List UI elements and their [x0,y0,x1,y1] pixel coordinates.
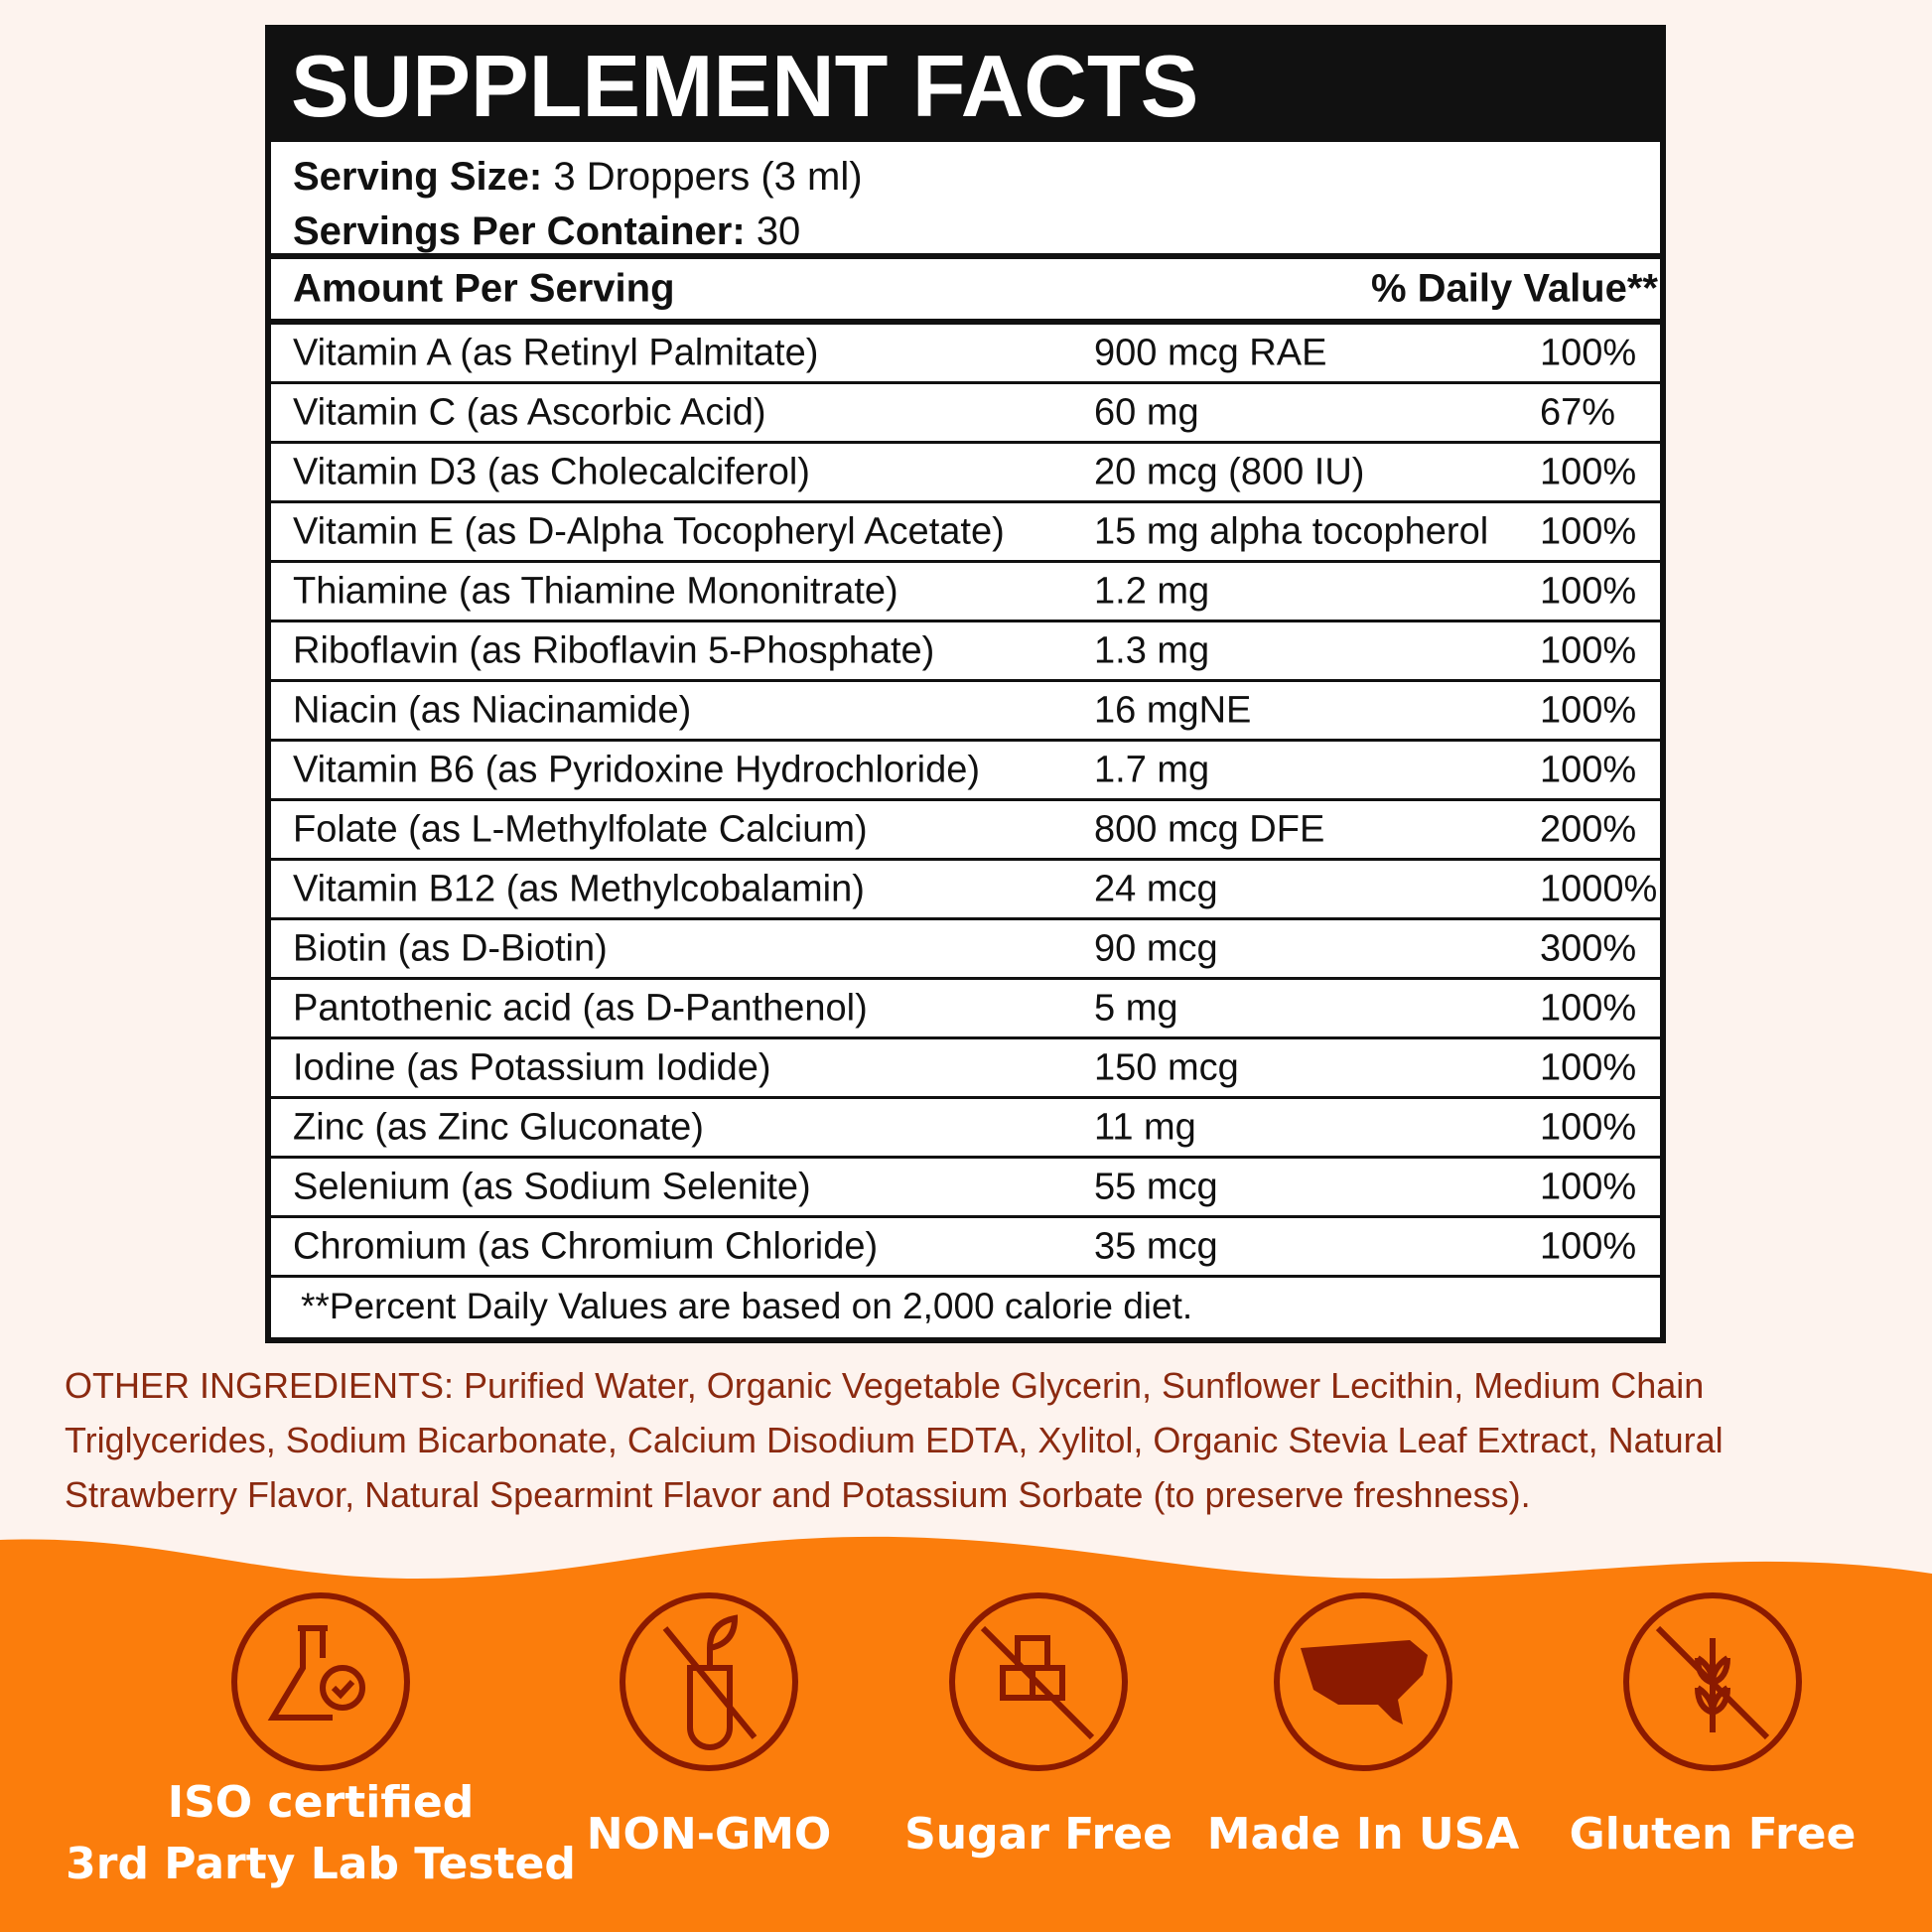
table-row: Vitamin A (as Retinyl Palmitate) 900 mcg … [271,325,1660,384]
badge-label: Gluten Free [1570,1809,1857,1860]
table-cell: 60 mg [1094,391,1199,433]
table-cell: 67% [1540,391,1616,433]
text: Purified Water, Organic Vegetable Glycer… [65,1365,1724,1515]
table-header: Amount Per Serving % Daily Value** [271,259,1660,325]
serving-size: Serving Size: 3 Droppers (3 ml) [293,150,1660,205]
table-cell: Riboflavin (as Riboflavin 5-Phosphate) [293,629,935,671]
table-cell: Vitamin A (as Retinyl Palmitate) [293,332,819,373]
table-cell: Biotin (as D-Biotin) [293,927,608,969]
table-cell: Vitamin B12 (as Methylcobalamin) [293,868,865,909]
table-row: Vitamin B6 (as Pyridoxine Hydrochloride)… [271,742,1660,801]
table-cell: 20 mcg (800 IU) [1094,451,1365,492]
value: 3 Droppers (3 ml) [553,155,863,199]
table-row: Chromium (as Chromium Chloride) 35 mcg 100… [271,1218,1660,1278]
table-cell: Vitamin D3 (as Cholecalciferol) [293,451,810,492]
table-cell: 1.7 mg [1094,749,1210,790]
table-row: Vitamin D3 (as Cholecalciferol) 20 mcg (8… [271,444,1660,503]
table-cell: 100% [1540,689,1637,731]
table-row: Riboflavin (as Riboflavin 5-Phosphate) 1.… [271,622,1660,682]
label: Servings Per Container: [293,209,746,253]
table-cell: Vitamin B6 (as Pyridoxine Hydrochloride) [293,749,981,790]
table-cell: Vitamin C (as Ascorbic Acid) [293,391,766,433]
table-cell: 100% [1540,510,1637,552]
table-cell: 800 mcg DFE [1094,808,1325,850]
table-cell: 55 mcg [1094,1166,1218,1207]
table-cell: 1.2 mg [1094,570,1210,612]
badge-label: Made In USA [1207,1809,1520,1860]
table-row: Niacin (as Niacinamide) 16 mgNE 100% [271,682,1660,742]
table-cell: 150 mcg [1094,1046,1239,1088]
table-cell: 35 mcg [1094,1225,1218,1267]
label: Serving Size: [293,155,543,199]
table-cell: 100% [1540,1046,1637,1088]
table-cell: 100% [1540,629,1637,671]
supplement-facts-panel: SUPPLEMENT FACTS Serving Size: 3 Dropper… [265,25,1666,1343]
usa-map [1301,1640,1428,1725]
table-cell: 15 mg alpha tocopherol [1094,510,1489,552]
table-cell: 300% [1540,927,1637,969]
badge-label: Sugar Free [904,1809,1173,1860]
table-body: Vitamin A (as Retinyl Palmitate) 900 mcg … [271,325,1660,1278]
table-cell: Folate (as L-Methylfolate Calcium) [293,808,868,850]
table-row: Selenium (as Sodium Selenite) 55 mcg 100% [271,1159,1660,1218]
badge-label: NON-GMO [587,1809,832,1860]
serving-info: Serving Size: 3 Droppers (3 ml) Servings… [271,142,1660,259]
table-cell: 900 mcg RAE [1094,332,1327,373]
header-cell: Amount Per Serving [293,266,675,311]
table-cell: 16 mgNE [1094,689,1252,731]
table-cell: Niacin (as Niacinamide) [293,689,692,731]
table-cell: 100% [1540,1225,1637,1267]
table-cell: Chromium (as Chromium Chloride) [293,1225,879,1267]
table-row: Biotin (as D-Biotin) 90 mcg 300% [271,920,1660,980]
table-cell: 1.3 mg [1094,629,1210,671]
table-cell: 100% [1540,332,1637,373]
badge-label: ISO certified [168,1777,474,1828]
table-cell: Pantothenic acid (as D-Panthenol) [293,987,868,1029]
value: 30 [756,209,801,253]
table-cell: 100% [1540,749,1637,790]
label: OTHER INGREDIENTS: [65,1365,455,1406]
table-cell: 100% [1540,1106,1637,1148]
table-cell: Zinc (as Zinc Gluconate) [293,1106,704,1148]
table-row: Iodine (as Potassium Iodide) 150 mcg 100% [271,1039,1660,1099]
table-cell: 11 mg [1094,1106,1196,1148]
table-cell: 24 mcg [1094,868,1218,909]
table-cell: Iodine (as Potassium Iodide) [293,1046,771,1088]
servings-per-container: Servings Per Container: 30 [293,205,1660,259]
table-cell: 100% [1540,1166,1637,1207]
table-row: Zinc (as Zinc Gluconate) 11 mg 100% [271,1099,1660,1159]
table-cell: 90 mcg [1094,927,1218,969]
footnote: **Percent Daily Values are based on 2,00… [301,1286,1193,1326]
table-cell: 100% [1540,451,1637,492]
table-row: Vitamin B12 (as Methylcobalamin) 24 mcg 10… [271,861,1660,920]
icons [231,1592,1802,1771]
table-row: Vitamin C (as Ascorbic Acid) 60 mg 67% [271,384,1660,444]
badge-label: 3rd Party Lab Tested [66,1839,576,1889]
badge-labels: ISO certified 3rd Party Lab TestedNON-GMO… [66,1777,1856,1889]
table-cell: 5 mg [1094,987,1178,1029]
other-ingredients: OTHER INGREDIENTS: Purified Water, Organ… [65,1358,1881,1522]
table-cell: 1000% [1540,868,1658,909]
table-cell: 100% [1540,987,1637,1029]
table-cell: Thiamine (as Thiamine Mononitrate) [293,570,898,612]
table-cell: 100% [1540,570,1637,612]
table-row: Thiamine (as Thiamine Mononitrate) 1.2 mg… [271,563,1660,622]
table-cell: Selenium (as Sodium Selenite) [293,1166,811,1207]
table-row: Pantothenic acid (as D-Panthenol) 5 mg 100… [271,980,1660,1039]
wave [0,1536,1932,1932]
title: SUPPLEMENT FACTS [271,31,1660,142]
header-cell: % Daily Value** [1370,266,1658,311]
table-row: Vitamin E (as D-Alpha Tocopheryl Acetate… [271,503,1660,563]
table-cell: 200% [1540,808,1637,850]
table-row: Folate (as L-Methylfolate Calcium) 800 mc… [271,801,1660,861]
table-cell: Vitamin E (as D-Alpha Tocopheryl Acetate… [293,510,1005,552]
